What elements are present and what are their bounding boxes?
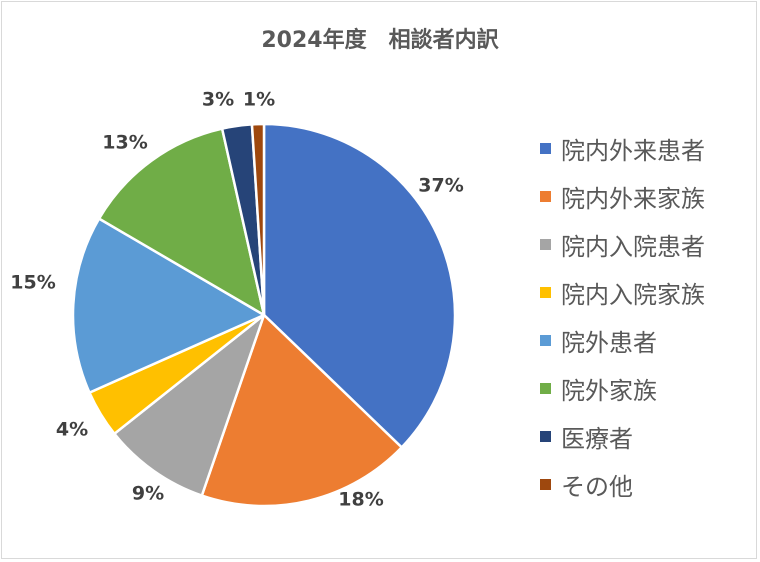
legend-label: 院外家族	[561, 376, 657, 405]
data-label: 3%	[202, 89, 234, 111]
legend-item: その他	[540, 460, 705, 508]
pie-slice	[71, 217, 266, 394]
data-label: 37%	[418, 175, 463, 197]
legend-item: 院内外来家族	[540, 172, 705, 220]
legend-swatch	[540, 238, 551, 250]
legend-item: 院外家族	[540, 364, 705, 412]
legend-swatch	[540, 334, 551, 346]
pie-slice	[250, 122, 266, 317]
legend-label: 院外患者	[561, 328, 657, 357]
legend-label: 院内入院家族	[561, 280, 705, 309]
legend-swatch	[540, 478, 551, 490]
legend-label: 院内入院患者	[561, 232, 705, 261]
legend-label: 院内外来患者	[561, 136, 705, 165]
data-label: 15%	[10, 272, 55, 294]
pie-slice	[113, 313, 266, 497]
legend-swatch	[540, 382, 551, 394]
legend-item: 院内入院家族	[540, 268, 705, 316]
data-label: 4%	[56, 419, 88, 441]
legend: 院内外来患者 院内外来家族 院内入院患者 院内入院家族 院外患者院外家族医療者その他	[540, 124, 705, 508]
legend-swatch	[540, 142, 551, 154]
data-label: 9%	[132, 483, 164, 505]
legend-item: 院内外来患者	[540, 124, 705, 172]
legend-item: 医療者	[540, 412, 705, 460]
legend-label: 院内外来家族	[561, 184, 705, 213]
pie-slice	[200, 313, 403, 508]
data-label: 18%	[338, 489, 383, 511]
legend-swatch	[540, 190, 551, 202]
legend-label: 医療者	[561, 424, 633, 453]
chart-title: 2024年度 相談者内訳	[261, 28, 499, 53]
data-label: 13%	[102, 132, 147, 154]
data-label: 1%	[243, 89, 275, 111]
legend-label: その他	[561, 472, 633, 501]
pie-slice	[97, 127, 266, 317]
legend-item: 院外患者	[540, 316, 705, 364]
pie-slice	[262, 122, 457, 449]
legend-swatch	[540, 430, 551, 442]
legend-swatch	[540, 286, 551, 298]
legend-item: 院内入院患者	[540, 220, 705, 268]
